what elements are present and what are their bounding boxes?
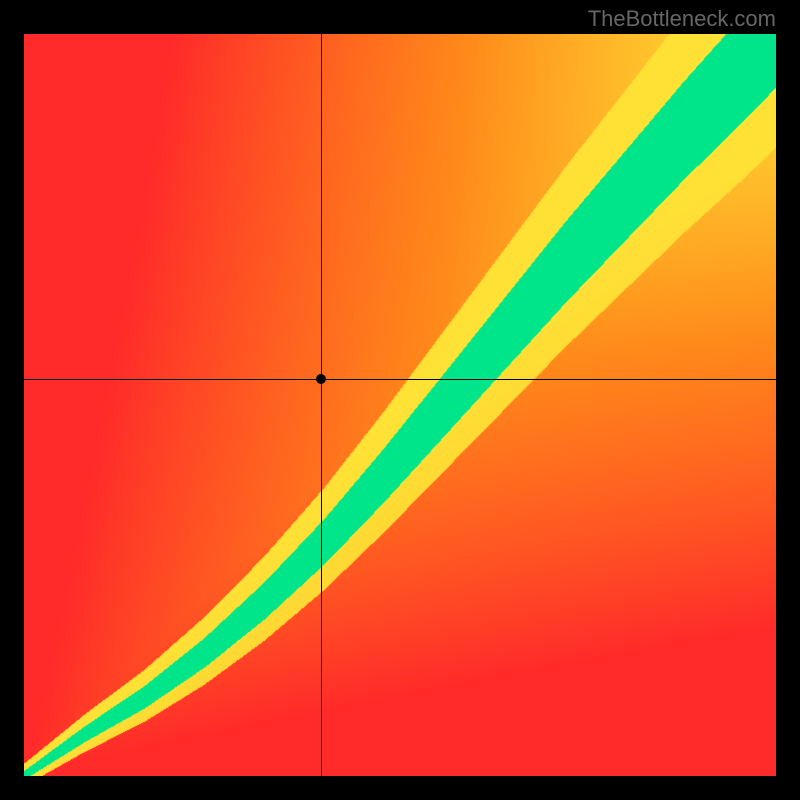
plot-area — [24, 34, 776, 776]
crosshair-horizontal — [24, 379, 776, 380]
watermark-text: TheBottleneck.com — [588, 6, 776, 32]
chart-root: TheBottleneck.com — [0, 0, 800, 800]
crosshair-vertical — [321, 34, 322, 776]
crosshair-marker — [316, 374, 326, 384]
heatmap-canvas — [24, 34, 776, 776]
